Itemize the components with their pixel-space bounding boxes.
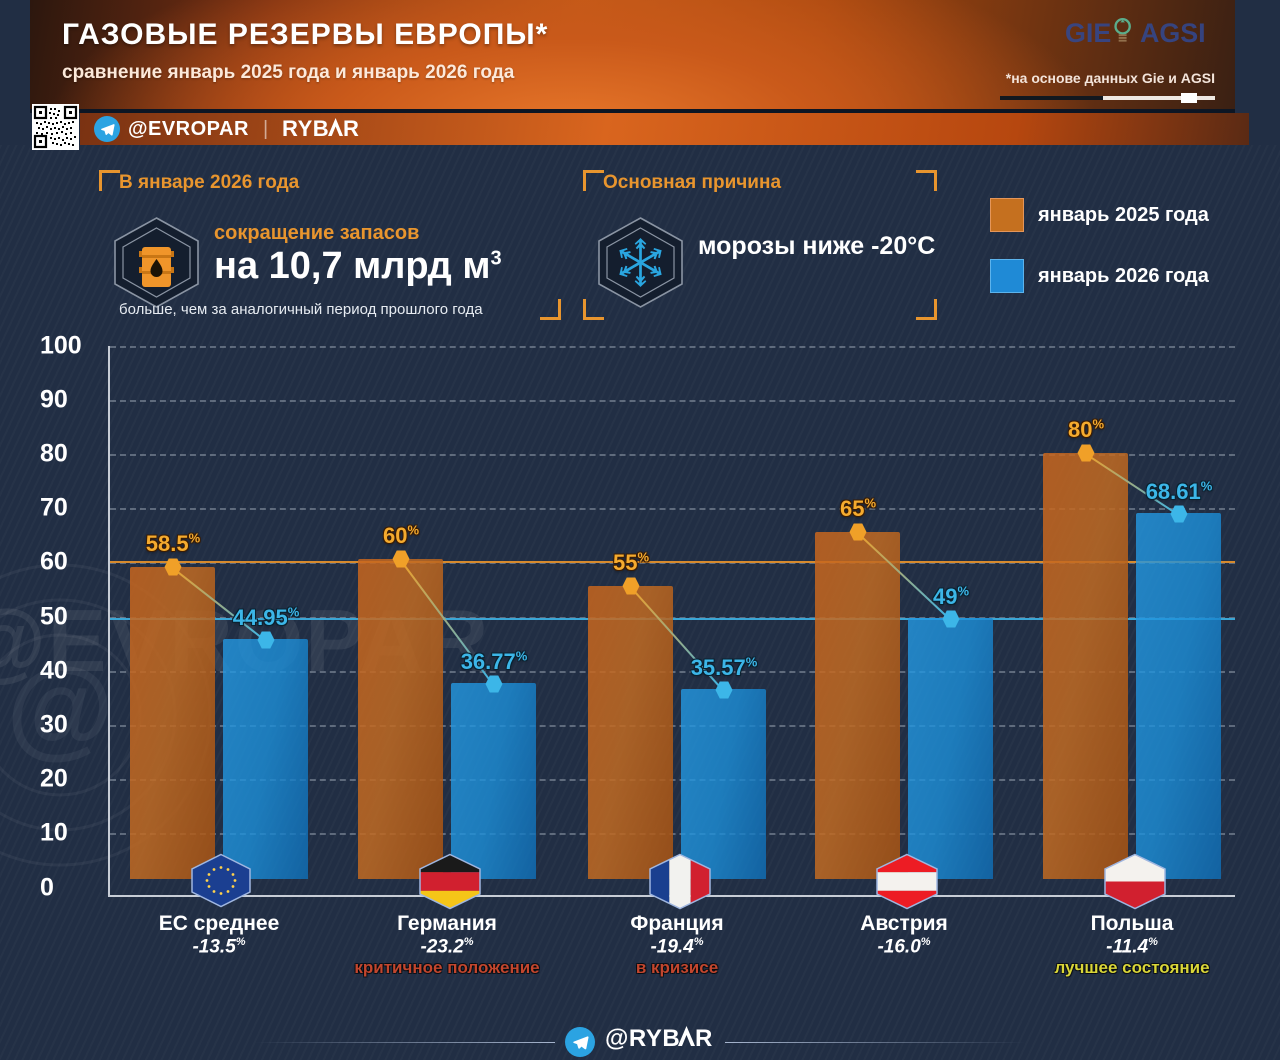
- svg-text:AGSI: AGSI: [1140, 18, 1206, 48]
- svg-text:R: R: [695, 1025, 713, 1052]
- svg-text:R: R: [343, 117, 359, 141]
- svg-text:@RYB: @RYB: [605, 1025, 680, 1052]
- svg-text:GIE: GIE: [1065, 18, 1111, 48]
- svg-text:RYB: RYB: [282, 117, 329, 141]
